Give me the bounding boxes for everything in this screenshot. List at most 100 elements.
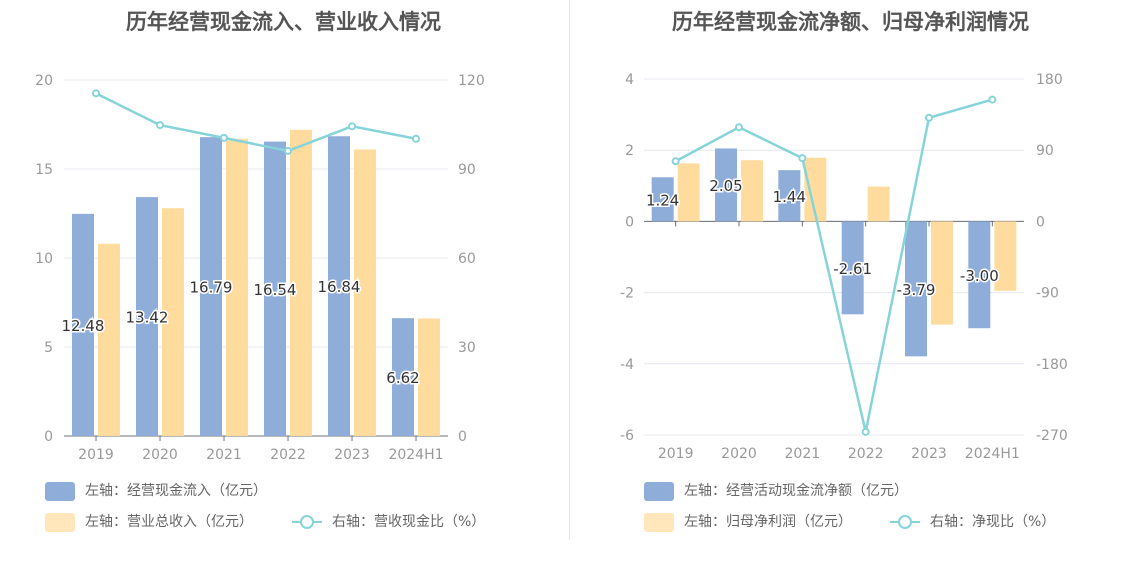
y-left-tick-label: 15 — [35, 162, 53, 178]
bar-2024H1-secondary — [418, 318, 440, 436]
bar-2022-primary — [841, 221, 864, 315]
bar-2019-secondary — [677, 163, 700, 222]
legend-line-icon — [292, 515, 322, 529]
line-point-2019 — [92, 89, 100, 98]
line-point-2021 — [220, 133, 228, 142]
chart-svg-right: 4 2 0 -2 -4 -6 180 90 0 -90 -180 -270 2019 2020 2021 20… — [620, 72, 1068, 462]
y-left-tick-label: 10 — [35, 251, 53, 267]
y-left-tick-label: 4 — [625, 72, 634, 88]
line-point-2019 — [671, 157, 680, 166]
y-left-tick-label: 5 — [44, 340, 53, 356]
data-label: 12.48 — [62, 317, 105, 335]
chart-title: 历年经营现金流入、营业收入情况 — [126, 10, 441, 34]
bar-2020-primary — [136, 197, 158, 436]
bar-2019-primary — [651, 177, 674, 222]
line-point-2020 — [735, 123, 743, 132]
line-point-2024H1 — [412, 134, 420, 143]
ratio-line — [675, 98, 993, 433]
legend-swatch-icon — [45, 482, 75, 501]
y-right-tick-label: 180 — [1036, 72, 1063, 88]
y-left-tick-label: -2 — [620, 286, 634, 302]
bar-2022-primary — [264, 141, 286, 436]
y-right-tick-label: 0 — [1036, 214, 1045, 230]
bar-2020-secondary — [162, 208, 184, 436]
line-point-2024H1 — [988, 95, 997, 104]
x-tick-label: 2023 — [911, 446, 947, 462]
line-point-2023 — [348, 122, 356, 131]
x-tick-label: 2024H1 — [388, 447, 443, 463]
data-label: 2.05 — [709, 177, 742, 195]
legend-line-icon — [890, 515, 920, 529]
y-right-tick-label: 30 — [458, 340, 476, 356]
legend-label: 右轴：净现比（%） — [930, 514, 1056, 530]
data-label: 16.79 — [190, 279, 233, 297]
line-point-2021 — [798, 154, 807, 163]
bar-2024H1-primary — [968, 221, 991, 329]
chart-panel-right: 历年经营现金流净额、归母净利润情况 4 2 0 -2 -4 -6 180 90 0 -90 -180… — [567, 0, 1134, 582]
legend-label: 右轴：营收现金比（%） — [332, 514, 486, 530]
y-left-tick-label: 0 — [625, 214, 634, 230]
bar-2021-primary — [200, 137, 222, 436]
y-left-tick-label: -4 — [620, 357, 634, 373]
bar-2021-primary — [778, 170, 801, 222]
bar-2022-secondary — [867, 186, 890, 222]
legend-swatch-icon — [644, 482, 674, 501]
data-label: 6.62 — [386, 369, 419, 387]
bar-2023-primary — [905, 221, 927, 357]
x-tick-label: 2019 — [658, 446, 694, 462]
data-label: -3.00 — [960, 267, 999, 285]
y-right-tick-label: 60 — [458, 251, 476, 267]
line-point-2020 — [156, 121, 164, 130]
ratio-line — [95, 92, 417, 153]
chart-svg-left: 20 15 10 5 0 120 90 60 30 0 2019 2020 2021 2022 2023 20… — [35, 73, 485, 463]
y-left-tick-label: 20 — [35, 73, 53, 89]
x-tick-label: 2023 — [334, 447, 370, 463]
data-label: -2.61 — [833, 260, 872, 278]
bar-2023-secondary — [354, 149, 376, 437]
x-tick-label: 2021 — [785, 446, 821, 462]
x-tick-label: 2020 — [721, 446, 757, 462]
legend-swatch-icon — [644, 513, 674, 532]
data-label: -3.79 — [897, 281, 936, 299]
legend-label: 左轴：归母净利润（亿元） — [684, 514, 852, 530]
bar-2019-primary — [72, 213, 94, 436]
bar-2022-secondary — [290, 129, 312, 436]
bar-2021-secondary — [226, 138, 248, 437]
legend-swatch-icon — [45, 513, 75, 532]
y-right-tick-label: 120 — [458, 73, 485, 89]
data-label: 16.84 — [318, 278, 361, 296]
chart-title: 历年经营现金流净额、归母净利润情况 — [672, 10, 1029, 34]
x-tick-label: 2022 — [270, 447, 306, 463]
data-label: 1.44 — [773, 188, 806, 206]
line-point-2022 — [861, 427, 870, 436]
bar-2024H1-primary — [392, 318, 414, 436]
bar-2019-secondary — [98, 243, 120, 436]
data-label: 16.54 — [254, 281, 297, 299]
line-point-2022 — [284, 146, 292, 155]
x-tick-label: 2024H1 — [965, 446, 1020, 462]
chart-panel-left: 历年经营现金流入、营业收入情况 20 15 10 5 0 120 90 60 30 0 2019 20… — [35, 10, 486, 532]
bar-2024H1-secondary — [994, 221, 1017, 291]
x-tick-label: 2019 — [78, 447, 114, 463]
y-right-tick-label: 0 — [458, 429, 467, 445]
y-right-tick-label: 90 — [1036, 143, 1054, 159]
y-right-tick-label: -180 — [1036, 357, 1068, 373]
x-tick-label: 2021 — [206, 447, 242, 463]
y-right-tick-label: 90 — [458, 162, 476, 178]
data-label: 13.42 — [126, 309, 169, 327]
bar-2023-secondary — [931, 221, 953, 325]
y-left-tick-label: 0 — [44, 429, 53, 445]
legend-label: 左轴：营业总收入（亿元） — [85, 514, 253, 530]
bar-2020-secondary — [741, 160, 763, 222]
y-left-tick-label: 2 — [625, 143, 634, 159]
legend-label: 左轴：经营活动现金流净额（亿元） — [684, 483, 908, 499]
data-label: 1.24 — [646, 191, 679, 209]
x-tick-label: 2022 — [848, 446, 884, 462]
line-point-2023 — [925, 113, 933, 122]
y-right-tick-label: -90 — [1036, 286, 1059, 302]
bar-2021-secondary — [804, 157, 827, 222]
x-tick-label: 2020 — [142, 447, 178, 463]
y-left-tick-label: -6 — [620, 428, 634, 444]
bar-2020-primary — [715, 148, 737, 222]
legend-label: 左轴：经营现金流入（亿元） — [85, 483, 267, 499]
